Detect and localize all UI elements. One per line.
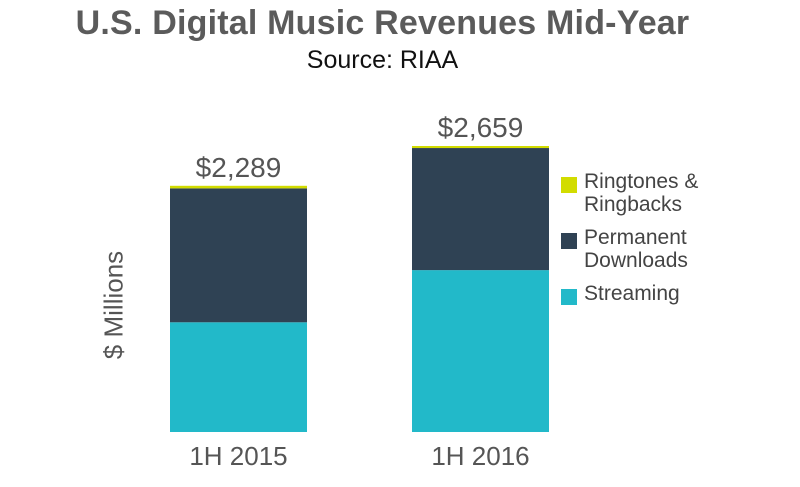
bar-1h-2015-streaming [170,322,307,432]
chart-title: U.S. Digital Music Revenues Mid-Year [75,4,690,42]
bar-1h-2016-permanent-downloads [412,148,549,271]
x-tick-label-1h-2015: 1H 2015 [189,441,287,471]
y-axis-label: $ Millions [98,250,129,360]
legend-label-ringtones: Ringtones & Ringbacks [584,170,699,216]
legend-item-ringtones: Ringtones & Ringbacks [561,170,754,216]
legend-item-streaming: Streaming [561,282,754,305]
bar-1h-2016-ringtones-ringbacks [412,146,549,149]
total-label-1h-2016: $2,659 [438,112,524,143]
chart-subtitle: Source: RIAA [306,46,459,74]
legend-swatch-streaming [561,289,577,305]
legend-label-streaming: Streaming [584,282,680,305]
total-label-1h-2015: $2,289 [196,152,282,183]
bar-1h-2016-streaming [412,270,549,432]
x-tick-label-1h-2016: 1H 2016 [431,441,529,471]
legend-swatch-ringtones [561,177,577,193]
legend-label-downloads: Permanent Downloads [584,226,688,272]
legend-swatch-downloads [561,233,577,249]
legend: Ringtones & Ringbacks Permanent Download… [561,170,754,315]
legend-item-downloads: Permanent Downloads [561,226,754,272]
bar-1h-2015-permanent-downloads [170,188,307,323]
bar-1h-2015-ringtones-ringbacks [170,185,307,189]
